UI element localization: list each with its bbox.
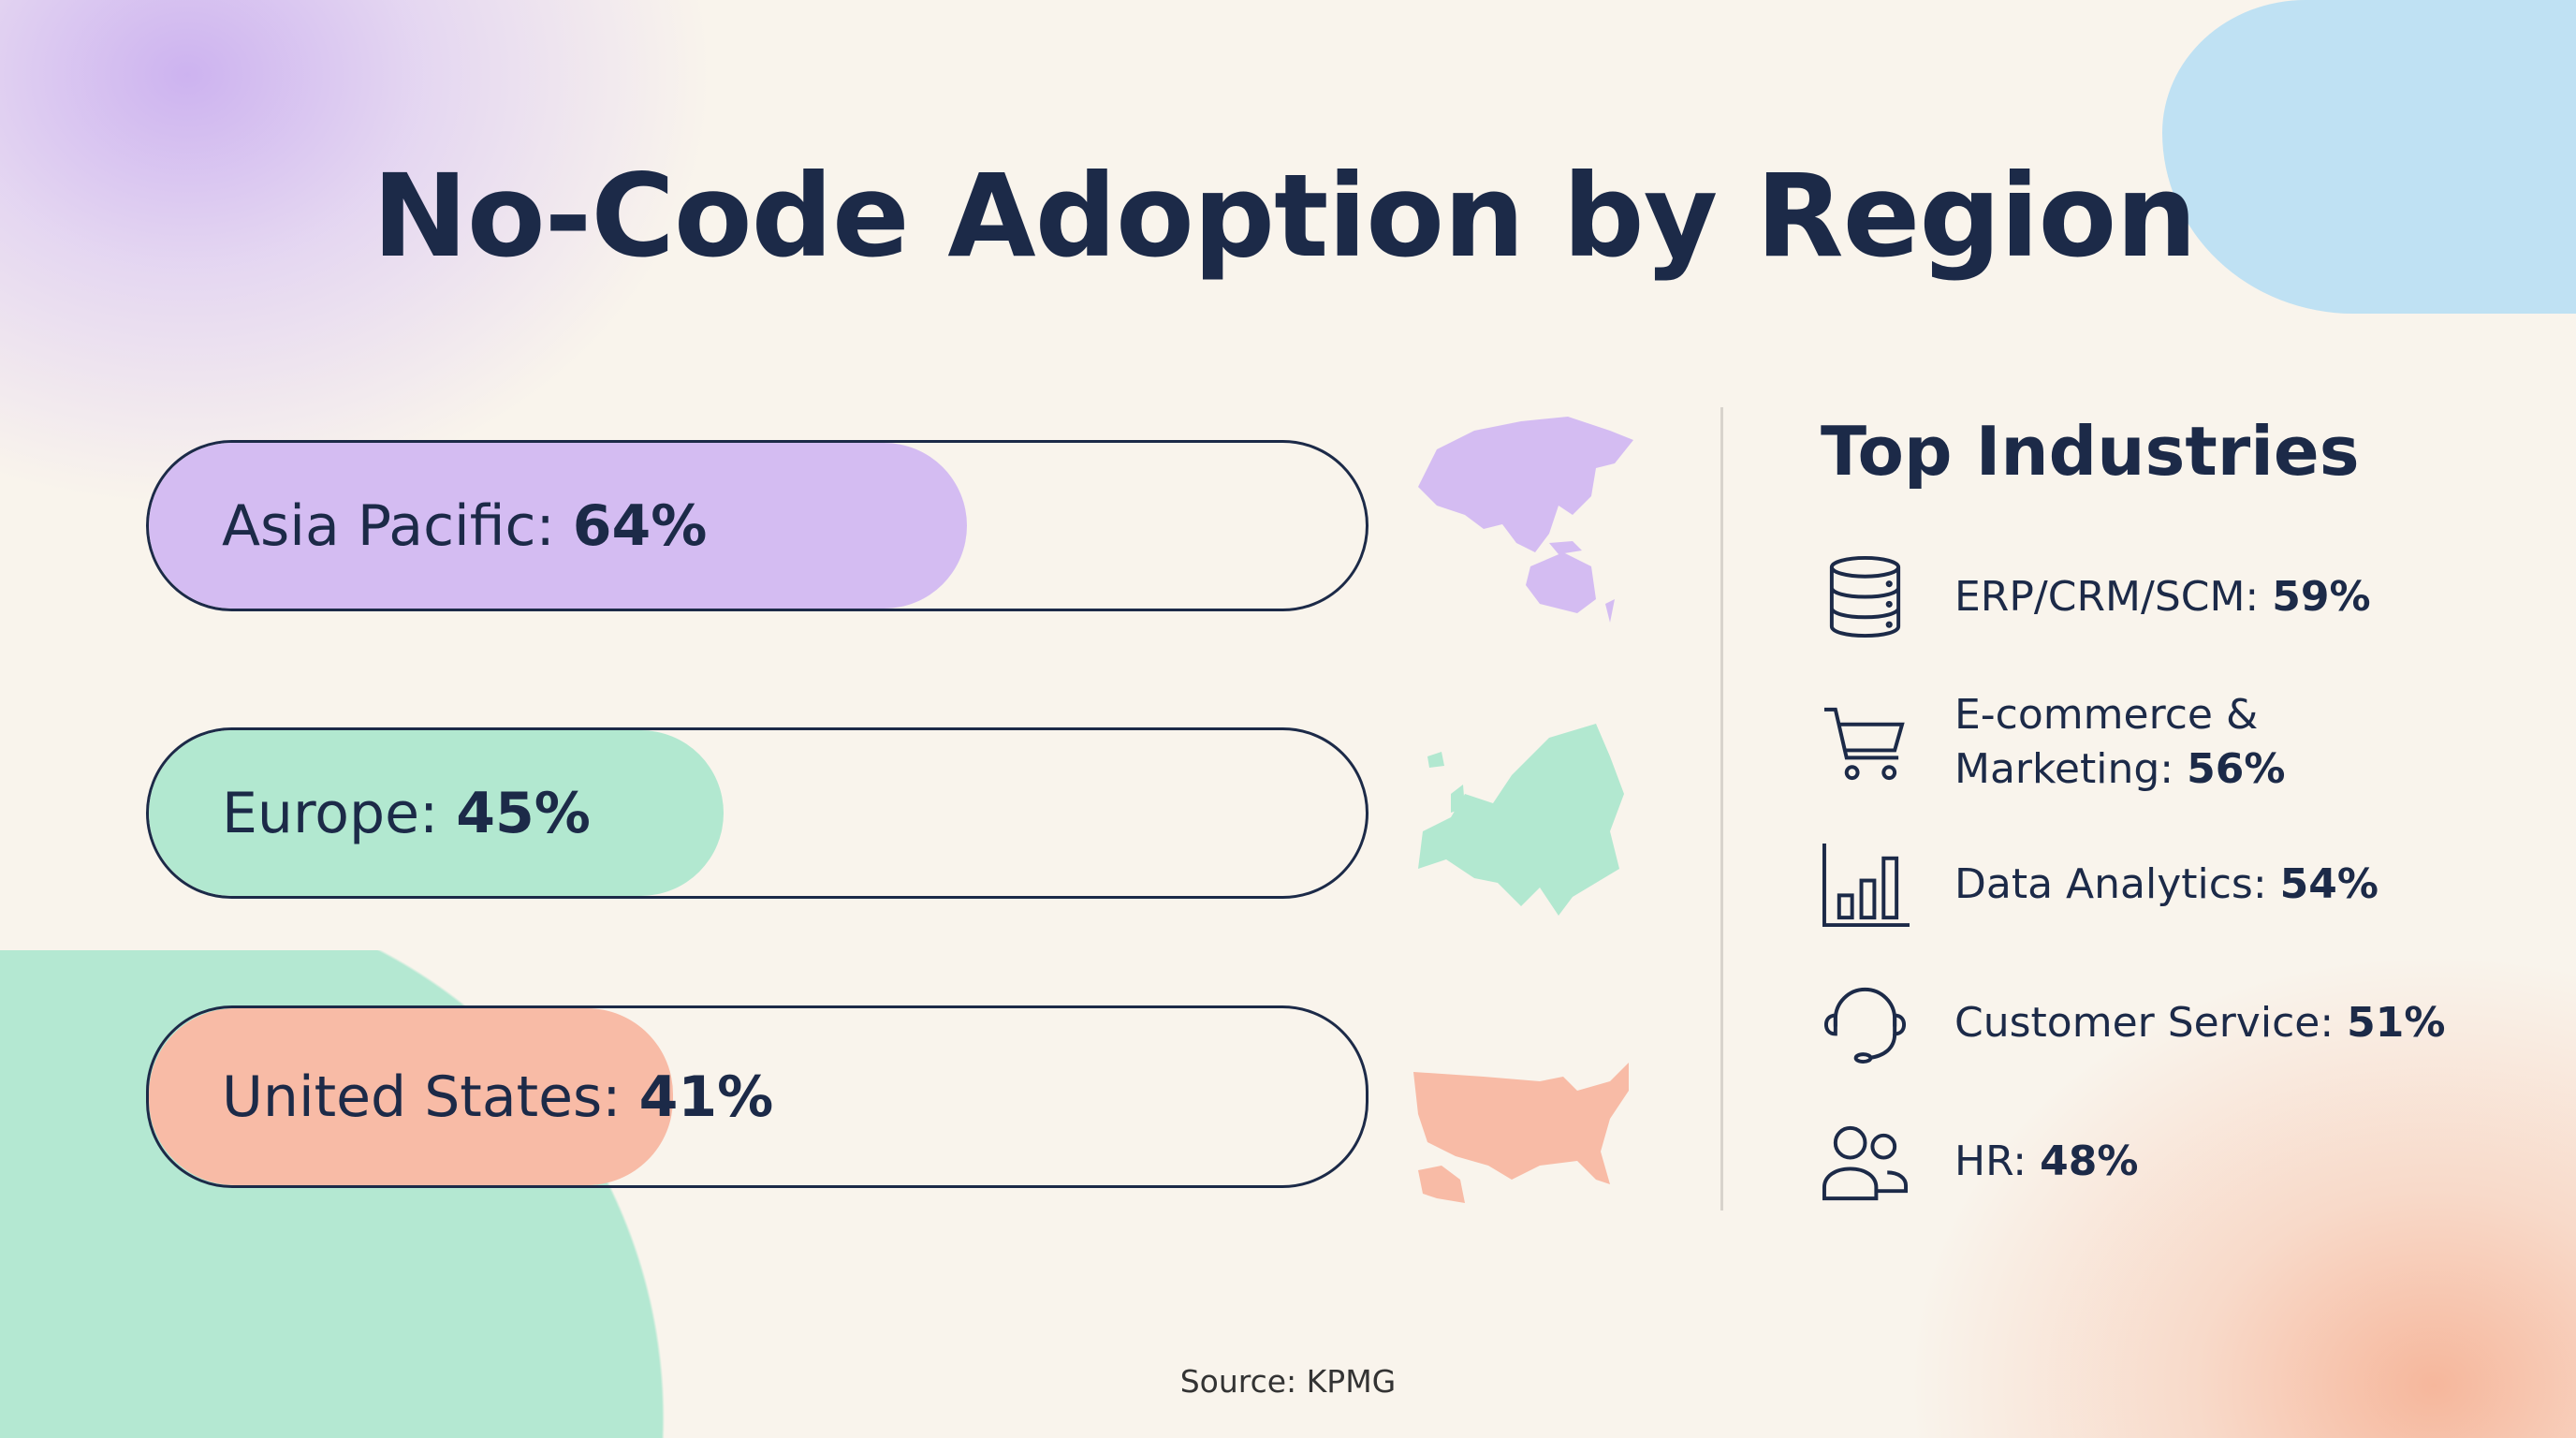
bar-europe: Europe: 45% — [146, 727, 1368, 899]
bar-value: 41% — [638, 1064, 774, 1130]
industry-label: ERP/CRM/SCM: — [1954, 572, 2273, 621]
industry-item: Data Analytics: 54% — [1821, 840, 2551, 929]
headset-icon — [1823, 987, 1907, 1064]
source-note: Source: KPMG — [1179, 1363, 1397, 1400]
bar-label: Asia Pacific: — [222, 492, 573, 559]
users-icon — [1822, 1125, 1909, 1201]
bar-fill — [149, 443, 967, 609]
industry-label: Data Analytics: — [1954, 859, 2280, 908]
europe-map-icon — [1418, 724, 1624, 916]
bar-value: 64% — [572, 492, 708, 559]
bar-chart-icon — [1822, 843, 1910, 928]
divider — [1720, 407, 1723, 1211]
industry-value: 56% — [2187, 745, 2286, 793]
industries-title: Top Industries — [1821, 412, 2360, 491]
bar-fill — [149, 1008, 673, 1185]
shopping-cart-icon — [1823, 707, 1905, 780]
bar-asia-pacific: Asia Pacific: 64% — [146, 440, 1368, 611]
industry-value: 59% — [2272, 572, 2371, 621]
blue-blob — [2162, 0, 2576, 314]
peach-blob — [1778, 843, 2576, 1438]
industry-item: E-commerce & Marketing: 56% — [1821, 688, 2345, 797]
industry-value: 51% — [2347, 998, 2446, 1047]
asia-pacific-map-icon — [1418, 417, 1633, 623]
bar-united-states: United States: 41% — [146, 1005, 1368, 1188]
bar-label: United States: — [222, 1064, 639, 1130]
industry-value: 48% — [2040, 1137, 2139, 1185]
database-icon — [1829, 555, 1901, 638]
industry-label: HR: — [1954, 1137, 2041, 1185]
industry-value: 54% — [2279, 859, 2378, 908]
bar-value: 45% — [456, 780, 591, 846]
bar-label: Europe: — [222, 780, 457, 846]
industry-item: Customer Service: 51% — [1821, 978, 2551, 1067]
industry-label: E-commerce & Marketing: — [1954, 691, 2259, 793]
bar-fill — [149, 730, 724, 896]
industry-item: HR: 48% — [1821, 1117, 2551, 1206]
page-title: No-Code Adoption by Region — [372, 150, 2197, 283]
industry-label: Customer Service: — [1954, 998, 2348, 1047]
usa-map-icon — [1413, 1063, 1629, 1203]
industry-item: ERP/CRM/SCM: 59% — [1821, 552, 2551, 641]
